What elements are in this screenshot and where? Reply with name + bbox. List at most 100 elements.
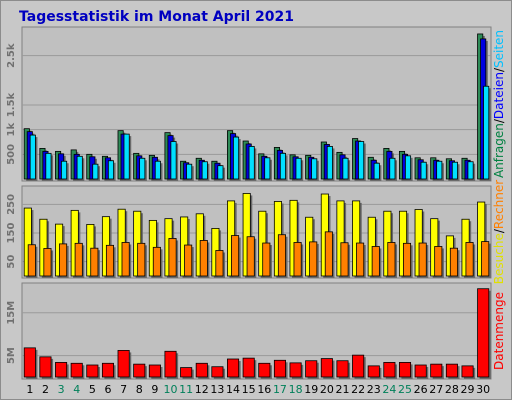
x-tick-label-day-19: 19 <box>304 383 318 396</box>
bar-sites-rechner-day-16 <box>262 242 272 278</box>
bar-requests-seiten-day-26 <box>420 161 429 181</box>
bar-sites-rechner-day-6-fill <box>105 244 115 277</box>
bar-requests-seiten-day-10-fill <box>170 141 177 180</box>
bar-requests-seiten-day-22 <box>358 141 366 181</box>
panel-requests-ytick-label: 500 <box>6 144 17 165</box>
x-tick-label-day-8: 8 <box>136 383 143 396</box>
bar-sites-rechner-day-16-fill <box>262 242 271 277</box>
bar-sites-rechner-day-26-fill <box>418 242 427 277</box>
bar-requests-seiten-day-5-fill <box>92 163 99 180</box>
panel-sites-ytick-label: 150 <box>6 223 17 244</box>
bar-volume-datenmenge-day-29 <box>461 365 476 379</box>
bar-requests-seiten-day-17 <box>279 152 288 181</box>
x-tick-label-day-4: 4 <box>73 383 80 396</box>
x-tick-label-day-20: 20 <box>320 383 334 396</box>
bar-volume-datenmenge-day-7-fill <box>117 350 130 378</box>
bar-volume-datenmenge-day-25-fill <box>398 362 412 378</box>
bar-volume-datenmenge-day-23-fill <box>367 365 380 378</box>
panel-requests-ytick-label: 2.5k <box>6 43 17 68</box>
bar-volume-datenmenge-day-17 <box>273 359 288 379</box>
bar-volume-datenmenge-day-21 <box>336 360 351 379</box>
bar-requests-seiten-day-14-fill <box>233 136 240 180</box>
panel-volume-axis-label-part: Datenmenge <box>492 292 506 370</box>
panel-volume-ytick-label: 5M <box>6 347 17 364</box>
bar-requests-seiten-day-5 <box>92 163 100 181</box>
x-tick-label-day-23: 23 <box>367 383 381 396</box>
bar-sites-rechner-day-22-fill <box>356 242 365 277</box>
bar-requests-seiten-day-25-fill <box>404 155 412 180</box>
bar-sites-rechner-day-11 <box>184 244 194 278</box>
bar-requests-seiten-day-30-fill <box>483 85 490 180</box>
bar-volume-datenmenge-day-18-fill <box>289 362 302 378</box>
bar-volume-datenmenge-day-22-fill <box>352 354 365 378</box>
bar-sites-rechner-day-19-fill <box>309 241 318 277</box>
bar-volume-datenmenge-day-10-fill <box>164 350 177 378</box>
bar-requests-seiten-day-1 <box>29 134 38 181</box>
bar-volume-datenmenge-day-8-fill <box>133 363 146 378</box>
bar-volume-datenmenge-day-3-fill <box>55 362 68 378</box>
bar-requests-seiten-day-13 <box>217 165 226 181</box>
chart-title: Tagesstatistik im Monat April 2021 <box>19 9 294 25</box>
bar-volume-datenmenge-day-22 <box>352 354 366 379</box>
bar-volume-datenmenge-day-28 <box>445 363 460 379</box>
panel-requests-axis-label-part: Seiten <box>492 30 506 68</box>
bar-volume-datenmenge-day-11-fill <box>180 367 193 378</box>
bar-requests-seiten-day-4-fill <box>76 155 83 180</box>
bar-sites-rechner-day-15 <box>246 236 257 278</box>
bar-volume-datenmenge-day-20-fill <box>320 358 333 378</box>
panel-requests-background <box>21 26 492 182</box>
bar-requests-seiten-day-24 <box>389 157 398 181</box>
bar-volume-datenmenge-day-28-fill <box>445 363 458 378</box>
bar-volume-datenmenge-day-9 <box>148 364 163 379</box>
bar-requests-seiten-day-23-fill <box>373 162 380 180</box>
bar-volume-datenmenge-day-18 <box>289 362 304 379</box>
bar-sites-rechner-day-30 <box>481 241 491 278</box>
bar-volume-datenmenge-day-2 <box>39 356 54 379</box>
bar-requests-seiten-day-13-fill <box>217 165 224 180</box>
panel-sites-axis-label: Besuche/Rechner <box>492 180 506 284</box>
bar-requests-seiten-day-6-fill <box>107 160 115 180</box>
bar-requests-seiten-day-20 <box>326 146 335 181</box>
bar-volume-datenmenge-day-4-fill <box>70 362 83 378</box>
bar-volume-datenmenge-day-27 <box>430 363 444 379</box>
panel-requests-axis-label-part: Anfragen <box>492 123 506 178</box>
bar-requests-seiten-day-6 <box>107 160 116 181</box>
bar-requests-seiten-day-3 <box>61 160 69 181</box>
bar-requests-seiten-day-3-fill <box>61 160 68 180</box>
bar-requests-seiten-day-19 <box>311 158 319 181</box>
bar-volume-datenmenge-day-14-fill <box>227 358 240 378</box>
bar-volume-datenmenge-day-7 <box>117 350 132 379</box>
bar-sites-rechner-day-12 <box>199 240 210 278</box>
x-tick-label-day-16: 16 <box>257 383 271 396</box>
bar-sites-rechner-day-25 <box>402 242 413 278</box>
bar-volume-datenmenge-day-16-fill <box>258 362 271 378</box>
panel-requests-axis-label-part: Dateien <box>492 72 506 119</box>
bar-sites-rechner-day-17 <box>277 234 288 278</box>
x-tick-label-day-29: 29 <box>461 383 475 396</box>
bar-volume-datenmenge-day-8 <box>133 363 147 379</box>
bar-sites-rechner-day-20 <box>324 231 335 278</box>
bar-sites-rechner-day-21 <box>340 242 351 278</box>
x-tick-label-day-7: 7 <box>120 383 127 396</box>
bar-sites-rechner-day-3-fill <box>59 243 68 277</box>
bar-sites-rechner-day-4-fill <box>74 242 83 277</box>
bar-sites-rechner-day-23 <box>371 246 382 278</box>
bar-requests-seiten-day-9 <box>154 160 163 181</box>
bar-requests-seiten-day-7 <box>123 133 132 181</box>
bar-sites-rechner-day-2-fill <box>43 248 52 277</box>
bar-volume-datenmenge-day-1-fill <box>23 347 36 378</box>
bar-sites-rechner-day-27-fill <box>434 246 443 277</box>
bar-sites-rechner-day-29-fill <box>465 242 474 277</box>
x-tick-label-day-10: 10 <box>164 383 178 396</box>
bar-requests-seiten-day-11 <box>186 163 194 181</box>
bar-volume-datenmenge-day-15-fill <box>242 357 255 378</box>
bar-volume-datenmenge-day-29-fill <box>461 365 474 378</box>
bar-requests-seiten-day-24-fill <box>389 157 396 180</box>
bar-requests-seiten-day-15-fill <box>248 146 255 180</box>
bar-sites-rechner-day-9 <box>152 246 163 278</box>
panel-sites-ytick-label: 50 <box>6 255 17 269</box>
bar-volume-datenmenge-day-1 <box>23 347 38 379</box>
bar-requests-seiten-day-28 <box>451 161 460 181</box>
bar-volume-datenmenge-day-6-fill <box>101 362 115 378</box>
